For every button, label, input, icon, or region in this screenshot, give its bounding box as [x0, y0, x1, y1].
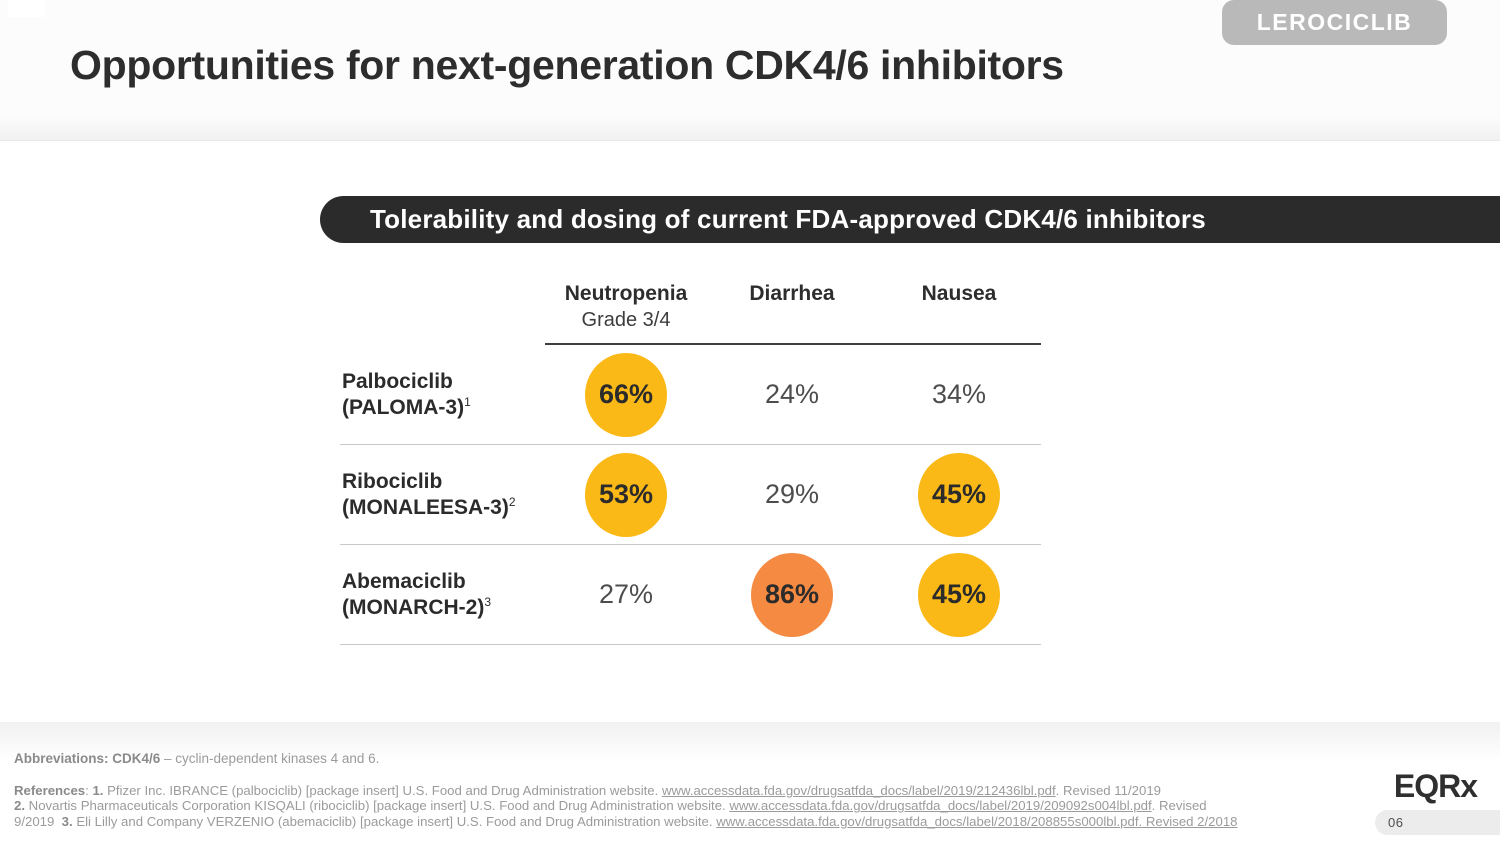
reference-line-2: 2. Novartis Pharmaceuticals Corporation …	[14, 798, 1238, 813]
references-block: References: 1. Pfizer Inc. IBRANCE (palb…	[14, 783, 1238, 829]
column-label: Nausea	[921, 282, 997, 305]
reference-superscript: 3	[484, 594, 492, 609]
table-header-row: Neutropenia Grade 3/4 Diarrhea Nausea	[340, 268, 1041, 343]
lerociclib-badge: LEROCICLIB	[1222, 0, 1447, 45]
column-header-diarrhea: Diarrhea	[707, 268, 877, 343]
drug-name: Palbociclib	[342, 369, 453, 393]
reference-superscript: 2	[508, 494, 516, 509]
text-segment: 3.	[61, 813, 73, 829]
page-number: 06	[1388, 815, 1404, 830]
reference-link[interactable]: www.accessdata.fda.gov/drugsatfda_docs/l…	[729, 798, 1152, 814]
table-cell: 45%	[877, 552, 1041, 637]
page-number-pill: 06	[1375, 810, 1500, 835]
header-spacer	[340, 268, 545, 343]
drug-name: Abemaciclib	[342, 569, 466, 593]
trial-name: (PALOMA-3)1	[342, 395, 545, 421]
page-title: Opportunities for next-generation CDK4/6…	[70, 42, 1064, 88]
eqrx-logo: EQRx	[1393, 768, 1478, 804]
column-header-nausea: Nausea	[877, 268, 1041, 343]
drug-label: Palbociclib (PALOMA-3)1	[340, 369, 545, 420]
text-segment: 2.	[14, 798, 25, 814]
header-divider	[0, 116, 1500, 141]
value-badge: 27%	[598, 579, 654, 609]
tolerability-table: Neutropenia Grade 3/4 Diarrhea Nausea Pa…	[340, 268, 1041, 645]
reference-line-1: References: 1. Pfizer Inc. IBRANCE (palb…	[14, 783, 1238, 798]
text-segment: 9/2019	[14, 813, 62, 829]
reference-superscript: 1	[464, 394, 471, 409]
drug-name: Ribociclib	[342, 469, 443, 493]
table-cell: 86%	[707, 552, 877, 637]
column-label: Neutropenia	[564, 282, 688, 305]
table-cell: 45%	[877, 452, 1041, 537]
table-cell: 66%	[545, 352, 707, 437]
text-segment: Novartis Pharmaceuticals Corporation KIS…	[25, 798, 730, 814]
value-badge: 24%	[764, 379, 820, 409]
text-segment: References	[14, 783, 86, 798]
corner-artifact	[8, 0, 45, 17]
text-segment: Revised 2/2018	[1142, 813, 1238, 829]
text-segment: 1.	[92, 783, 104, 798]
trial-text: (MONALEESA-3)	[342, 495, 509, 519]
abbreviations-line: Abbreviations: CDK4/6 – cyclin-dependent…	[14, 751, 379, 766]
value-badge: 29%	[764, 479, 820, 509]
text-segment: Abbreviations: CDK4/6	[14, 751, 161, 766]
trial-text: (MONARCH-2)	[342, 595, 485, 619]
table-row-palbociclib: Palbociclib (PALOMA-3)1 66% 24% 34%	[340, 345, 1041, 445]
section-banner-title: Tolerability and dosing of current FDA-a…	[370, 204, 1206, 234]
lerociclib-badge-label: LEROCICLIB	[1256, 9, 1413, 35]
value-badge: 34%	[931, 379, 987, 409]
drug-label: Ribociclib (MONALEESA-3)2	[340, 469, 545, 520]
table-cell: 29%	[707, 453, 877, 537]
table-cell: 24%	[707, 353, 877, 437]
value-badge: 53%	[585, 452, 667, 537]
table-row-abemaciclib: Abemaciclib (MONARCH-2)3 27% 86% 45%	[340, 545, 1041, 645]
reference-link[interactable]: www.accessdata.fda.gov/drugsatfda_docs/l…	[661, 783, 1056, 798]
text-segment: – cyclin-dependent kinases 4 and 6.	[160, 751, 380, 766]
drug-label: Abemaciclib (MONARCH-2)3	[340, 569, 545, 620]
text-segment: Eli Lilly and Company VERZENIO (abemacic…	[72, 813, 717, 829]
column-sublabel: Grade 3/4	[581, 309, 671, 331]
footer-divider	[0, 722, 1500, 762]
trial-name: (MONARCH-2)3	[342, 595, 545, 621]
column-label: Diarrhea	[749, 282, 835, 305]
text-segment: . Revised	[1151, 798, 1207, 814]
table-row-ribociclib: Ribociclib (MONALEESA-3)2 53% 29% 45%	[340, 445, 1041, 545]
reference-link[interactable]: www.accessdata.fda.gov/drugsatfda_docs/l…	[716, 813, 1143, 829]
value-badge: 86%	[751, 552, 833, 637]
section-banner: Tolerability and dosing of current FDA-a…	[320, 196, 1500, 243]
text-segment: :	[85, 783, 93, 798]
trial-name: (MONALEESA-3)2	[342, 495, 545, 521]
value-badge: 45%	[918, 552, 1000, 637]
text-segment: Pfizer Inc. IBRANCE (palbociclib) [packa…	[103, 783, 662, 798]
table-header-rule	[545, 343, 1041, 345]
value-badge: 66%	[585, 352, 667, 437]
table-cell: 27%	[545, 553, 707, 637]
table-cell: 34%	[877, 353, 1041, 437]
trial-text: (PALOMA-3)	[342, 395, 465, 419]
text-segment: . Revised 11/2019	[1055, 783, 1161, 798]
value-badge: 45%	[918, 452, 1000, 537]
reference-line-3: 9/2019 3. Eli Lilly and Company VERZENIO…	[14, 814, 1238, 829]
column-header-neutropenia: Neutropenia Grade 3/4	[545, 268, 707, 343]
table-cell: 53%	[545, 452, 707, 537]
